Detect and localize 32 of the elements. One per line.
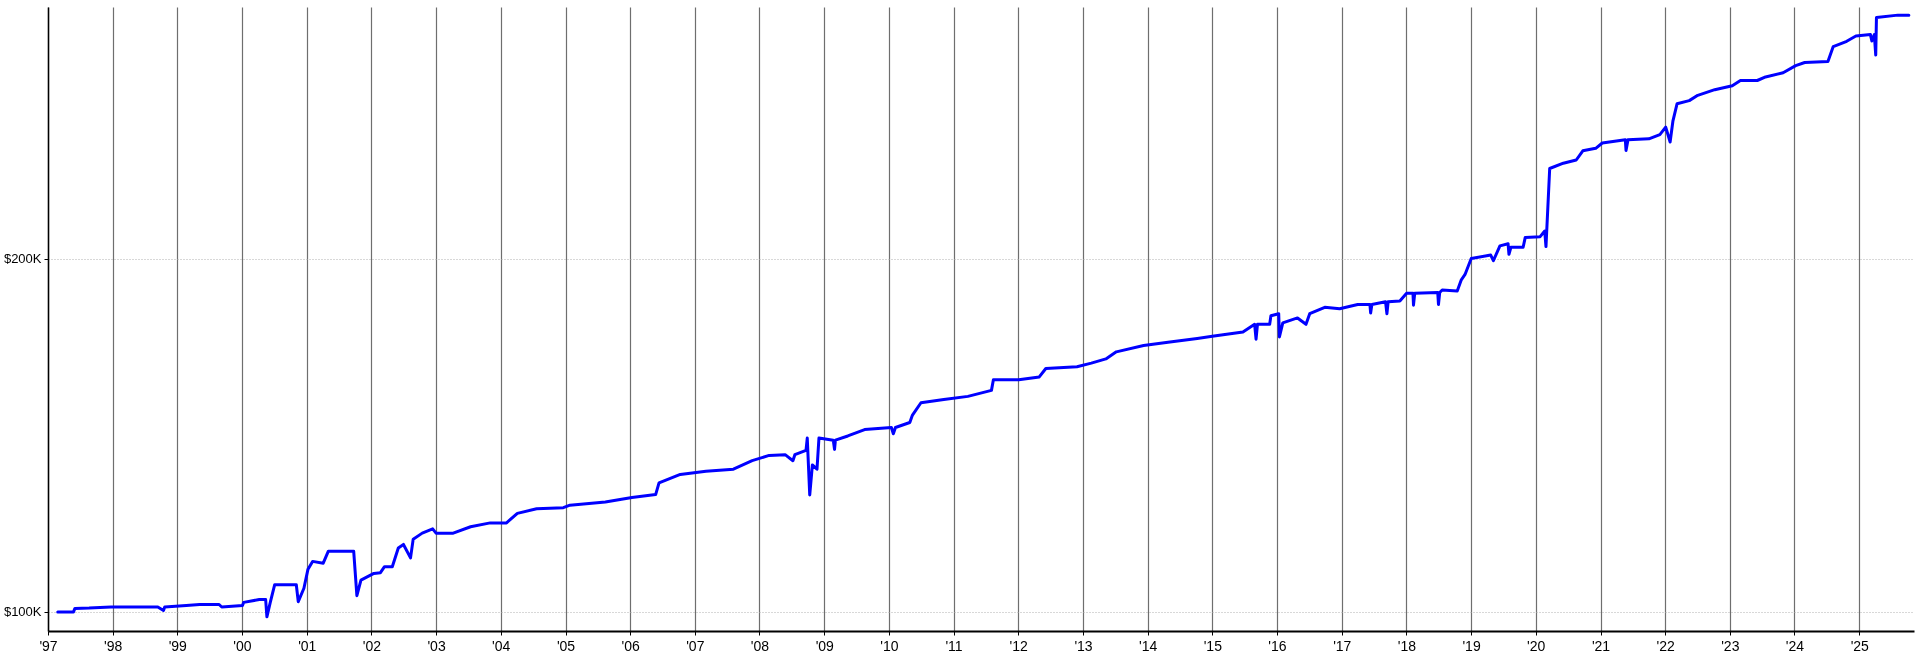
x-tick-label: '02 [362,637,382,654]
x-tick-label: '15 [1203,637,1223,654]
y-tick-label: $100K [3,604,42,620]
x-tick-label: '09 [815,637,835,654]
x-tick-label: '20 [1527,637,1546,654]
x-tick-label: '19 [1462,637,1481,654]
x-tick-label: '14 [1139,637,1158,654]
x-tick-label: '04 [492,637,511,654]
x-tick-label: '24 [1785,637,1805,654]
x-tick-label: '97 [39,637,58,654]
x-tick-label: '05 [556,637,576,654]
x-tick-label: '11 [945,637,963,654]
x-tick-label: '98 [104,637,123,654]
x-tick-label: '22 [1656,637,1675,654]
x-tick-label: '12 [1009,637,1029,654]
x-tick-label: '25 [1850,637,1870,654]
x-tick-label: '10 [880,637,899,654]
x-tick-label: '01 [298,637,317,654]
x-tick-label: '21 [1591,637,1611,654]
x-tick-label: '18 [1397,637,1417,654]
x-tick-label: '17 [1333,637,1352,654]
x-tick-label: '99 [168,637,188,654]
x-tick-label: '06 [621,637,640,654]
x-tick-label: '16 [1268,637,1287,654]
x-tick-label: '07 [686,637,705,654]
x-tick-label: '00 [233,637,252,654]
y-tick-label: $200K [3,251,42,267]
x-tick-label: '03 [427,637,446,654]
x-tick-label: '23 [1721,637,1740,654]
x-tick-label: '08 [750,637,770,654]
line-series [56,13,1911,619]
x-tick-label: '13 [1074,637,1093,654]
